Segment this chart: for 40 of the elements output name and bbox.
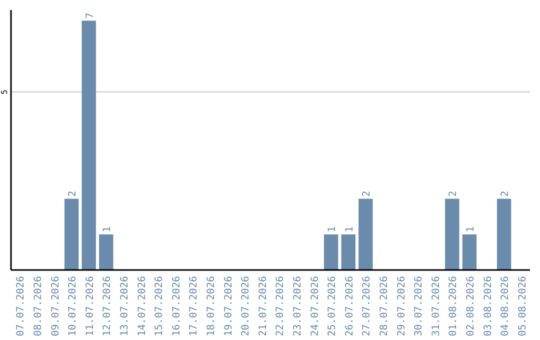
x-tick-label: 07.07.2026 xyxy=(16,276,27,336)
x-tick-label: 17.07.2026 xyxy=(188,276,200,336)
x-tick-label: 26.07.2026 xyxy=(344,276,356,336)
x-tick-label: 25.07.2026 xyxy=(327,276,338,336)
x-tick-label: 30.07.2026 xyxy=(414,276,425,336)
x-tick-label: 08.07.2026 xyxy=(32,276,44,336)
x-tick-label: 04.08.2026 xyxy=(500,276,512,336)
x-tick-label: 24.07.2026 xyxy=(310,276,321,336)
data-label: 2 xyxy=(500,190,512,197)
x-tick-label: 28.07.2026 xyxy=(378,276,390,336)
x-tick-label: 03.08.2026 xyxy=(482,276,494,336)
x-tick-label: 23.07.2026 xyxy=(292,276,304,336)
x-tick-label: 10.07.2026 xyxy=(68,276,79,336)
x-tick-label: 12.07.2026 xyxy=(102,276,114,336)
data-label: 1 xyxy=(344,226,356,232)
x-tick-label: 02.08.2026 xyxy=(465,276,476,336)
x-tick-label: 22.07.2026 xyxy=(275,276,286,336)
x-tick-label: 14.07.2026 xyxy=(136,276,148,336)
x-tick-label: 21.07.2026 xyxy=(258,276,269,336)
x-tick-label: 09.07.2026 xyxy=(50,276,62,336)
x-tick-label: 18.07.2026 xyxy=(206,276,217,336)
x-tick-label: 20.07.2026 xyxy=(240,276,252,336)
x-tick-label: 01.08.2026 xyxy=(448,276,460,336)
y-tick-label: 5 xyxy=(0,89,9,94)
x-tick-label: 13.07.2026 xyxy=(119,276,130,336)
x-tick-label: 27.07.2026 xyxy=(362,276,373,336)
x-tick-label: 11.07.2026 xyxy=(84,276,96,336)
x-tick-label: 16.07.2026 xyxy=(171,276,182,336)
data-label: 7 xyxy=(84,12,96,19)
x-tick-label: 05.08.2026 xyxy=(517,276,528,336)
x-tick-label: 31.07.2026 xyxy=(430,276,442,336)
data-label: 2 xyxy=(448,190,460,197)
x-tick-label: 15.07.2026 xyxy=(154,276,166,336)
x-tick-label: 19.07.2026 xyxy=(223,276,234,336)
x-tick-label: 29.07.2026 xyxy=(396,276,408,336)
data-label: 2 xyxy=(68,190,79,197)
data-label: 1 xyxy=(102,226,114,232)
data-label: 2 xyxy=(362,190,373,197)
data-label: 1 xyxy=(465,226,476,232)
data-label: 1 xyxy=(327,226,338,232)
